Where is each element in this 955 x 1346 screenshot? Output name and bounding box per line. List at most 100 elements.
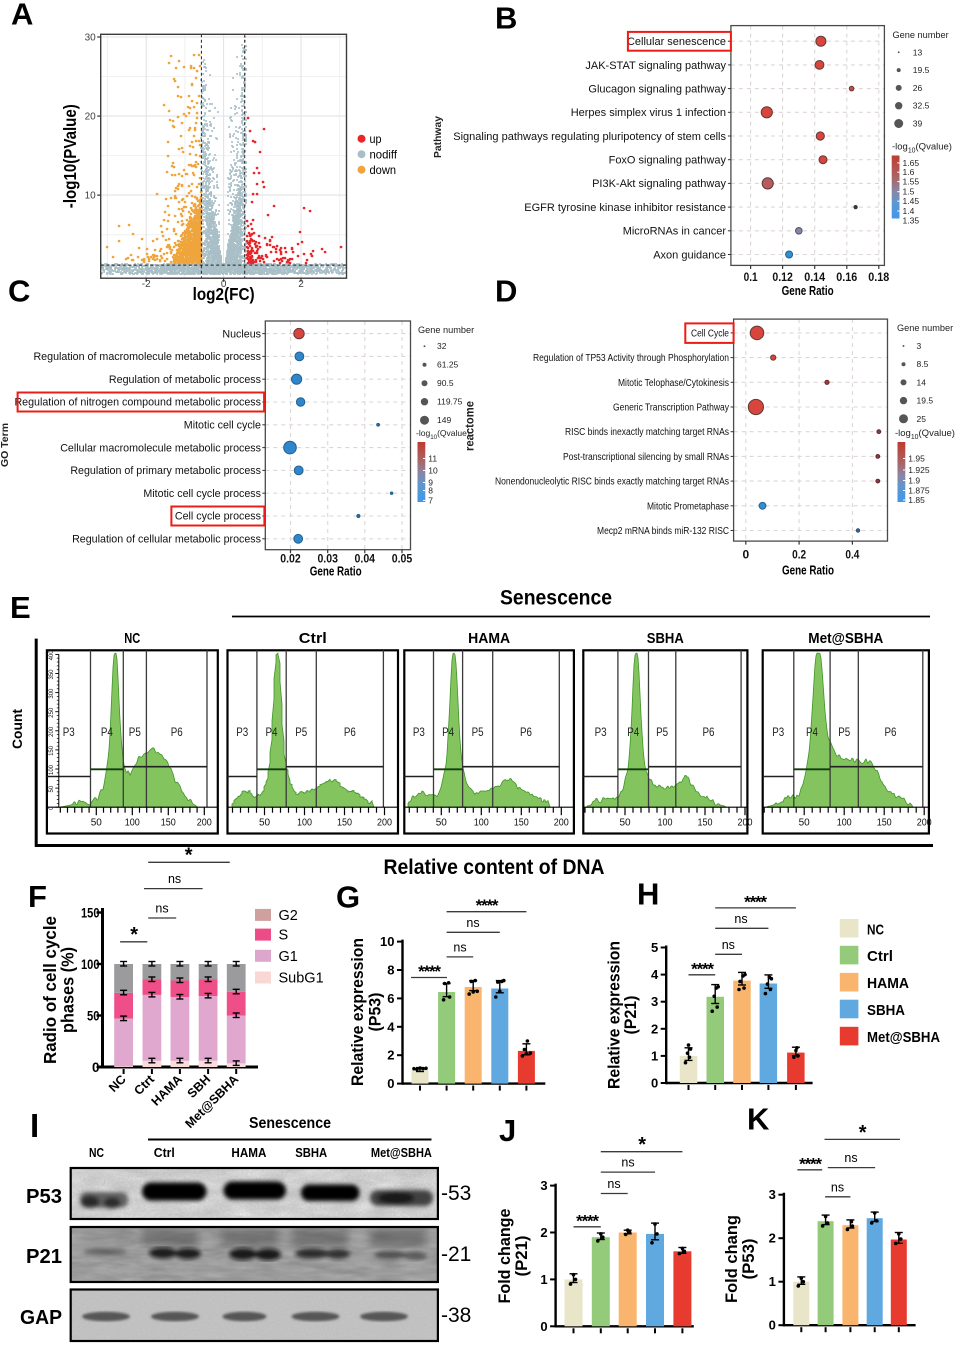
svg-text:Nucleus: Nucleus (222, 328, 261, 340)
svg-text:25: 25 (917, 414, 927, 424)
svg-text:50: 50 (799, 818, 811, 829)
svg-text:P6: P6 (703, 727, 715, 739)
svg-text:SBHA: SBHA (295, 1146, 327, 1160)
svg-text:0.04: 0.04 (355, 552, 376, 566)
svg-text:0.05: 0.05 (392, 552, 413, 566)
svg-text:PI3K-Akt signaling pathway: PI3K-Akt signaling pathway (592, 178, 726, 190)
svg-text:Mecp2 mRNA binds miR-132 RISC: Mecp2 mRNA binds miR-132 RISC (597, 526, 729, 537)
svg-text:phases (%): phases (%) (58, 947, 78, 1033)
svg-text:0: 0 (651, 1076, 658, 1091)
svg-text:50: 50 (259, 818, 271, 829)
svg-text:0.12: 0.12 (772, 270, 793, 284)
svg-text:7: 7 (428, 496, 433, 506)
svg-text:0: 0 (221, 279, 227, 290)
svg-text:*: * (638, 1134, 646, 1156)
svg-text:50: 50 (619, 818, 631, 829)
svg-text:Ctrl: Ctrl (154, 1146, 175, 1160)
svg-text:****: **** (691, 960, 714, 979)
svg-text:Pathway: Pathway (432, 116, 444, 158)
svg-text:Mitotic cell cycle: Mitotic cell cycle (184, 420, 261, 432)
svg-text:I: I (30, 1107, 39, 1144)
svg-text:Mitotic Prometaphase: Mitotic Prometaphase (647, 501, 729, 512)
svg-text:SBHA: SBHA (867, 1002, 905, 1019)
svg-text:200: 200 (917, 818, 932, 829)
svg-text:-21: -21 (441, 1243, 471, 1266)
svg-text:NC: NC (89, 1146, 104, 1160)
svg-text:SubG1: SubG1 (279, 971, 324, 987)
svg-text:*: * (185, 845, 193, 867)
svg-text:EGFR tyrosine kinase inhibitor: EGFR tyrosine kinase inhibitor resistanc… (524, 202, 726, 214)
svg-text:P3: P3 (413, 727, 425, 739)
svg-text:P4: P4 (101, 727, 114, 739)
svg-text:****: **** (799, 1155, 822, 1174)
svg-text:*: * (130, 924, 138, 946)
svg-text:-log10(Qvalue): -log10(Qvalue) (895, 428, 955, 441)
svg-text:1.5: 1.5 (903, 187, 915, 197)
svg-text:G1: G1 (279, 949, 298, 965)
svg-text:6: 6 (387, 991, 394, 1006)
svg-text:Gene Ratio: Gene Ratio (782, 284, 834, 298)
svg-text:32: 32 (437, 341, 447, 351)
svg-text:Met@SBHA: Met@SBHA (371, 1146, 432, 1160)
svg-text:Senescence: Senescence (500, 586, 612, 610)
svg-text:P5: P5 (295, 727, 307, 739)
svg-text:50: 50 (91, 818, 103, 829)
svg-text:Cell Cycle: Cell Cycle (691, 328, 729, 339)
svg-text:100: 100 (125, 818, 140, 829)
svg-text:P21: P21 (26, 1246, 62, 1268)
svg-text:5: 5 (651, 940, 658, 955)
svg-text:P4: P4 (627, 727, 640, 739)
svg-text:150: 150 (49, 745, 55, 756)
svg-text:50: 50 (49, 785, 55, 792)
svg-text:19.5: 19.5 (913, 65, 930, 75)
svg-text:0: 0 (769, 1318, 776, 1333)
svg-text:Radio of cell cycle: Radio of cell cycle (40, 916, 60, 1064)
svg-text:Post-transcriptional silencing: Post-transcriptional silencing by small … (563, 452, 729, 463)
svg-text:149: 149 (437, 415, 451, 425)
svg-text:****: **** (476, 896, 499, 915)
svg-text:13: 13 (913, 47, 923, 57)
svg-text:B: B (495, 1, 517, 36)
svg-text:Regulation of primary metaboli: Regulation of primary metabolic process (70, 465, 261, 477)
svg-text:(P21): (P21) (622, 996, 640, 1035)
svg-text:3: 3 (651, 994, 658, 1009)
svg-text:4: 4 (387, 1019, 395, 1034)
svg-text:Senescence: Senescence (249, 1115, 331, 1132)
svg-text:1: 1 (540, 1272, 547, 1287)
svg-text:2: 2 (651, 1021, 658, 1036)
svg-text:MicroRNAs in cancer: MicroRNAs in cancer (623, 226, 727, 238)
svg-text:150: 150 (514, 818, 529, 829)
svg-text:0.16: 0.16 (836, 270, 857, 284)
svg-text:Ctrl: Ctrl (299, 630, 327, 647)
svg-text:S: S (279, 928, 289, 944)
svg-text:D: D (495, 274, 517, 309)
svg-text:ns: ns (466, 916, 479, 930)
svg-text:250: 250 (49, 707, 55, 718)
svg-text:1: 1 (769, 1274, 776, 1289)
svg-text:Cellular macromolecule metabol: Cellular macromolecule metabolic process (60, 442, 261, 454)
svg-text:26: 26 (913, 83, 923, 93)
svg-text:Ctrl: Ctrl (867, 948, 893, 965)
svg-text:P4: P4 (806, 727, 819, 739)
svg-text:0.2: 0.2 (792, 548, 806, 562)
svg-text:119.75: 119.75 (437, 397, 463, 407)
svg-text:0: 0 (92, 1060, 100, 1075)
svg-text:E: E (10, 590, 31, 625)
svg-text:50: 50 (436, 818, 448, 829)
svg-text:Glucagon signaling pathway: Glucagon signaling pathway (588, 83, 726, 95)
svg-text:1: 1 (651, 1048, 658, 1063)
svg-text:1.875: 1.875 (908, 486, 930, 496)
svg-text:Nonendonucleolytic RISC binds: Nonendonucleolytic RISC binds exactly ma… (495, 477, 729, 488)
svg-text:P6: P6 (885, 727, 897, 739)
svg-text:Mitotic cell cycle process: Mitotic cell cycle process (143, 488, 261, 500)
svg-text:1.85: 1.85 (908, 495, 925, 505)
svg-text:100: 100 (297, 818, 312, 829)
svg-text:G2: G2 (279, 908, 298, 924)
svg-text:3: 3 (769, 1187, 776, 1202)
svg-text:150: 150 (698, 818, 713, 829)
svg-text:0.14: 0.14 (804, 270, 825, 284)
svg-text:Met@SBHA: Met@SBHA (808, 630, 883, 647)
svg-text:P4: P4 (266, 727, 279, 739)
svg-text:1.95: 1.95 (908, 454, 925, 464)
svg-text:100: 100 (81, 957, 100, 972)
